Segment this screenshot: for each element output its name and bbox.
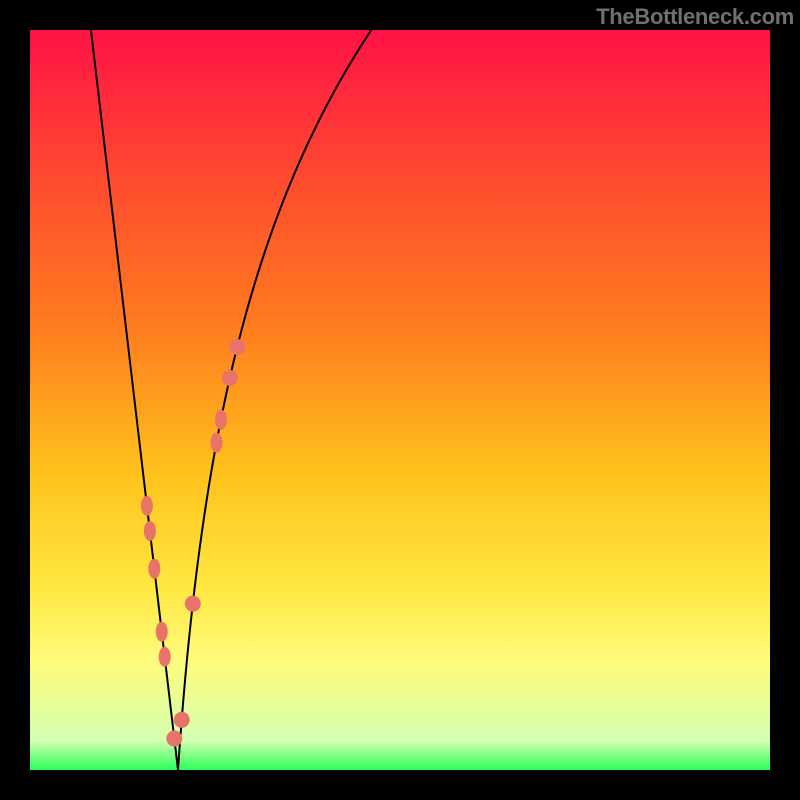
watermark-text: TheBottleneck.com — [596, 4, 794, 30]
data-marker — [222, 370, 238, 386]
chart-svg — [30, 30, 770, 770]
data-marker — [174, 712, 190, 728]
data-marker — [159, 647, 171, 667]
data-marker — [156, 622, 168, 642]
plot-area — [30, 30, 770, 770]
data-marker — [185, 596, 201, 612]
data-marker — [141, 496, 153, 516]
data-marker — [144, 521, 156, 541]
data-marker — [210, 433, 222, 453]
data-marker — [215, 410, 227, 430]
data-marker — [229, 339, 245, 355]
data-marker — [148, 559, 160, 579]
curve-line — [30, 30, 770, 770]
data-marker — [166, 731, 182, 747]
marker-group — [141, 339, 245, 747]
chart-container: TheBottleneck.com — [0, 0, 800, 800]
